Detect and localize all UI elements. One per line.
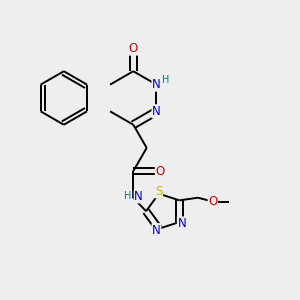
Text: O: O — [208, 195, 218, 208]
Text: H: H — [124, 191, 132, 201]
Text: N: N — [152, 224, 161, 237]
Text: O: O — [155, 165, 165, 178]
Text: N: N — [177, 217, 186, 230]
Text: N: N — [152, 78, 161, 91]
Text: N: N — [152, 105, 161, 118]
Text: S: S — [155, 185, 163, 198]
Text: O: O — [129, 42, 138, 55]
Text: H: H — [162, 75, 170, 85]
Text: N: N — [134, 190, 143, 203]
